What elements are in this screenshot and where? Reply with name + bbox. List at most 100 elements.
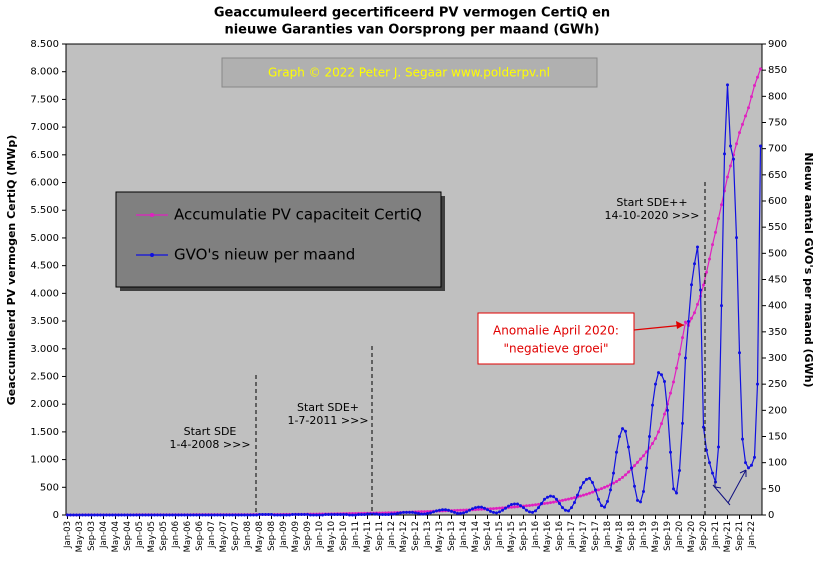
data-point [606, 484, 609, 488]
data-point [321, 513, 324, 517]
data-point [696, 245, 699, 249]
data-point [207, 513, 210, 517]
data-point [579, 494, 582, 498]
x-tick-label: Jan-13 [423, 521, 433, 549]
data-point [591, 481, 594, 485]
data-point [717, 217, 720, 221]
data-point [201, 513, 204, 517]
data-point [351, 513, 354, 517]
data-point [438, 508, 441, 512]
data-point [759, 144, 762, 148]
y2-tick-label: 700 [768, 144, 787, 155]
y-tick-label: 6.000 [30, 178, 59, 189]
data-point [387, 512, 390, 516]
data-point [462, 508, 465, 512]
data-point [309, 513, 312, 517]
data-point [666, 408, 669, 412]
data-point [105, 513, 108, 517]
data-point [252, 513, 255, 517]
data-point [735, 142, 738, 146]
watermark-box [221, 57, 598, 88]
data-point [264, 512, 267, 516]
data-point [456, 511, 459, 515]
x-tick-label: Jan-04 [99, 521, 109, 549]
data-point [363, 512, 366, 516]
x-tick-label: May-13 [435, 521, 445, 552]
data-point [678, 352, 681, 356]
y-tick-label: 0 [53, 510, 59, 521]
data-point [621, 475, 624, 479]
data-point [141, 513, 144, 517]
data-point [156, 513, 159, 517]
legend-label: Accumulatie PV capaciteit CertiQ [174, 206, 422, 224]
data-point [336, 512, 339, 516]
data-point [384, 512, 387, 516]
data-point [684, 356, 687, 360]
data-point [291, 512, 294, 516]
data-point [597, 497, 600, 501]
data-point [180, 513, 183, 517]
data-point [543, 497, 546, 501]
x-tick-label: May-11 [363, 521, 373, 552]
y-tick-label: 3.500 [30, 316, 59, 327]
y-tick-label: 1.000 [30, 455, 59, 466]
watermark: Graph © 2022 Peter J. Segaar www.polderp… [268, 66, 550, 80]
data-point [357, 512, 360, 516]
x-tick-label: Sep-20 [699, 521, 709, 551]
data-point [612, 471, 615, 475]
data-point [513, 505, 516, 509]
data-point [408, 510, 411, 514]
y2-tick-label: 350 [768, 327, 787, 338]
data-point [603, 485, 606, 489]
data-point [459, 508, 462, 512]
data-point [327, 512, 330, 516]
y-tick-label: 2.500 [30, 371, 59, 382]
data-point [693, 311, 696, 315]
data-point [600, 487, 603, 491]
data-point [624, 473, 627, 477]
data-point [405, 510, 408, 514]
data-point [366, 512, 369, 516]
x-tick-label: Sep-21 [735, 521, 745, 551]
data-point [591, 490, 594, 494]
data-point [756, 75, 759, 79]
data-point [81, 513, 84, 517]
data-point [534, 503, 537, 507]
y-tick-label: 1.500 [30, 427, 59, 438]
x-tick-label: May-19 [651, 521, 661, 552]
x-tick-label: Jan-05 [135, 521, 145, 549]
data-point [111, 513, 114, 517]
annotation-box [477, 312, 635, 365]
data-point [528, 510, 531, 514]
data-point [510, 505, 513, 509]
y-tick-label: 4.500 [30, 261, 59, 272]
data-point [375, 512, 378, 516]
data-point [726, 83, 729, 87]
data-point [411, 510, 414, 514]
data-point [576, 493, 579, 497]
data-point [456, 508, 459, 512]
data-point [402, 510, 405, 514]
data-point [84, 513, 87, 517]
data-point [204, 513, 207, 517]
data-point [459, 511, 462, 515]
data-point [96, 513, 99, 517]
x-tick-label: Sep-19 [663, 521, 673, 551]
data-point [495, 506, 498, 510]
data-point [690, 316, 693, 320]
data-point [486, 508, 489, 512]
x-tick-label: May-04 [111, 521, 121, 552]
data-point [552, 500, 555, 504]
x-tick-label: May-15 [507, 521, 517, 552]
data-point [312, 513, 315, 517]
data-point [429, 511, 432, 515]
x-tick-label: Sep-15 [519, 521, 529, 551]
data-point [582, 481, 585, 485]
y2-tick-label: 750 [768, 118, 787, 129]
data-point [282, 513, 285, 517]
data-point [588, 491, 591, 495]
data-point [477, 505, 480, 509]
y-tick-label: 2.000 [30, 399, 59, 410]
data-point [306, 512, 309, 516]
